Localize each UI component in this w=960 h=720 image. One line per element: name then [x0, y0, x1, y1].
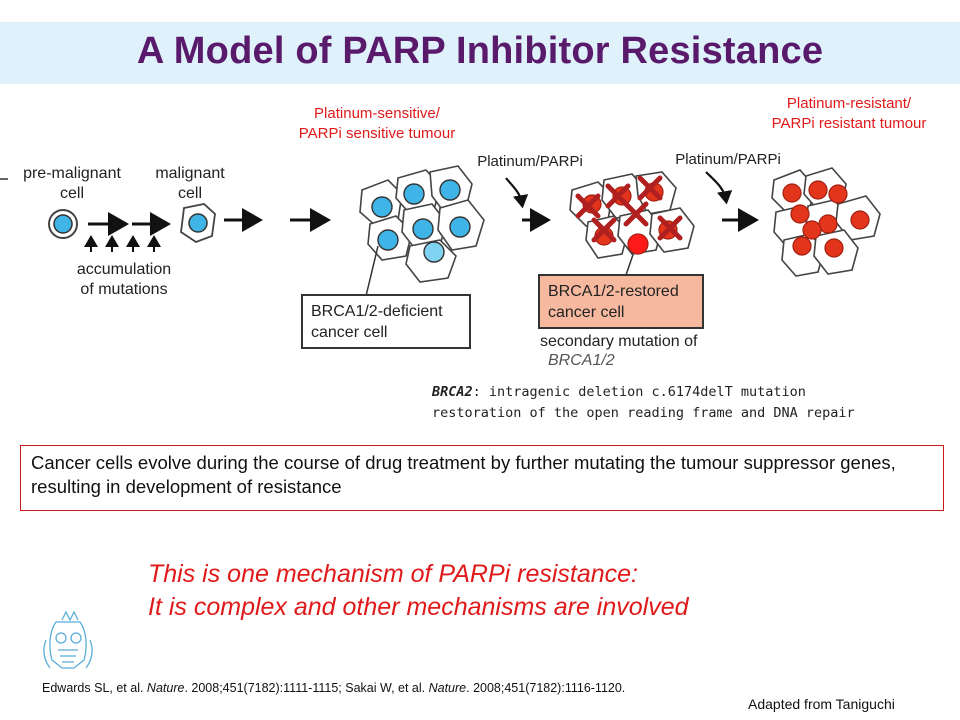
resistant-tumour-label: Platinum-resistant/ PARPi resistant tumo…	[771, 95, 927, 132]
title-bar	[0, 22, 960, 84]
crest-logo-icon	[43, 610, 93, 669]
tagline: This is one mechanism of PARPi resistanc…	[148, 558, 928, 624]
malignant-label: malignant cell	[155, 165, 225, 202]
pre-malignant-cell	[48, 209, 78, 239]
reference: Edwards SL, et al. Nature. 2008;451(7182…	[42, 681, 625, 695]
pre-malignant-label: pre-malignant cell	[23, 165, 121, 202]
mutation-note-line2: restoration of the open reading frame an…	[432, 405, 855, 421]
brca-restored-box: BRCA1/2-restored cancer cell	[538, 274, 704, 329]
brca-deficient-box: BRCA1/2-deficient cancer cell	[301, 294, 471, 349]
secondary-mutation-label: secondary mutation of	[540, 333, 698, 350]
ref-part3: . 2008;451(7182):1116-1120.	[466, 681, 626, 695]
drug-label-1: Platinum/PARPi	[477, 153, 583, 170]
resistant-tumour-cluster	[771, 167, 881, 277]
ref-part2: . 2008;451(7182):1111-1115; Sakai W, et …	[184, 681, 429, 695]
ref-part1: Edwards SL, et al.	[42, 681, 147, 695]
slide-title: A Model of PARP Inhibitor Resistance	[136, 30, 824, 72]
mutation-gene: BRCA2	[432, 384, 473, 400]
mutation-arrows	[84, 235, 161, 252]
accumulation-label: accumulation of mutations	[76, 261, 172, 298]
ref-journal1: Nature	[146, 681, 185, 695]
x-mark-icon	[575, 175, 683, 243]
ref-journal2: Nature	[428, 681, 467, 695]
mutation-desc: : intragenic deletion c.6174delT mutatio…	[472, 384, 806, 400]
adapted-credit: Adapted from Taniguchi	[748, 696, 895, 712]
tagline-line2: It is complex and other mechanisms are i…	[148, 593, 689, 621]
mutation-note-line1: BRCA2: intragenic deletion c.6174delT mu…	[432, 382, 806, 403]
sensitive-tumour-cluster	[359, 165, 485, 283]
malignant-cell	[180, 203, 216, 244]
summary-box: Cancer cells evolve during the course of…	[20, 445, 944, 511]
tagline-line1: This is one mechanism of PARPi resistanc…	[148, 560, 639, 588]
secondary-gene-label: BRCA1/2	[548, 352, 615, 369]
curved-arrow-icon	[505, 171, 733, 209]
sensitive-tumour-label: Platinum-sensitive/ PARPi sensitive tumo…	[298, 105, 456, 142]
drug-label-2: Platinum/PARPi	[675, 151, 781, 168]
